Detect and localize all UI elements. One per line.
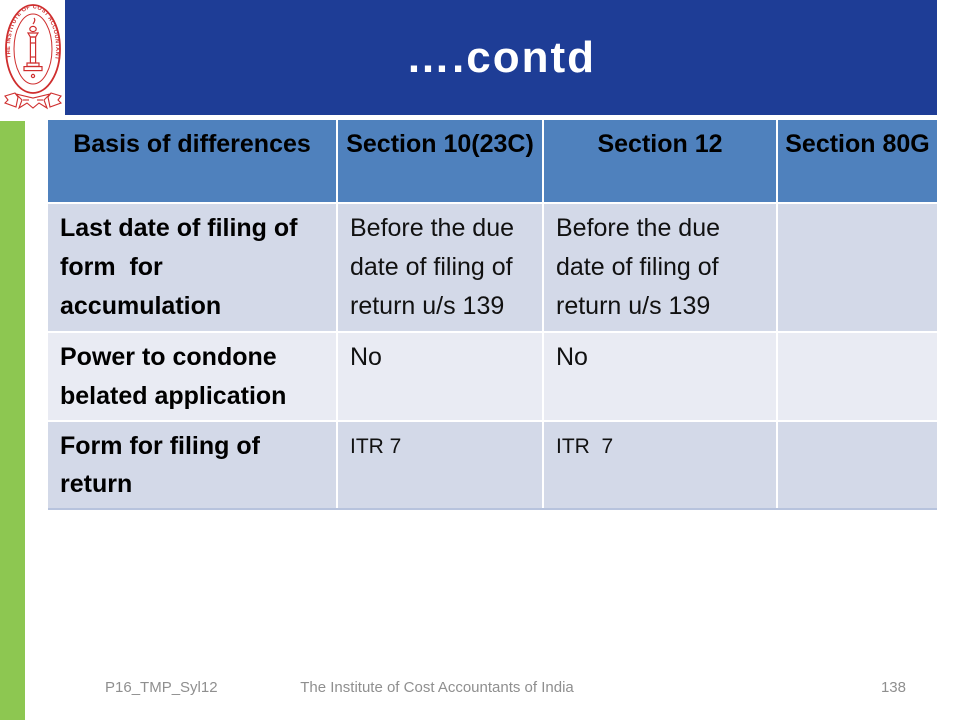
cell-section-12: ITR 7 [542, 419, 778, 510]
cell-section-10-23c: No [336, 331, 544, 422]
institute-emblem-icon: THE INSTITUTE OF COST ACCOUNTANTS OF IND… [3, 2, 62, 110]
cell-basis: Form for filing of return [48, 419, 338, 510]
footer-document-id: P16_TMP_Syl12 [105, 679, 218, 696]
cell-section-80g [776, 419, 937, 510]
column-header-section-80g: Section 80G [776, 120, 937, 204]
table-header-row: Basis of differences Section 10(23C) Sec… [48, 120, 937, 204]
page-number: 138 [880, 679, 906, 696]
cell-section-12: No [542, 331, 778, 422]
cell-section-10-23c: Before the due date of filing of return … [336, 202, 544, 333]
slide-title: ….contd [406, 32, 596, 82]
column-header-section-12: Section 12 [542, 120, 778, 204]
table-row: Form for filing of return ITR 7 ITR 7 [48, 419, 937, 510]
comparison-table: Basis of differences Section 10(23C) Sec… [48, 120, 937, 510]
title-bar: ….contd [65, 0, 937, 115]
table-row: Last date of filing of form for accumula… [48, 202, 937, 333]
cell-section-80g [776, 202, 937, 333]
cell-basis: Last date of filing of form for accumula… [48, 202, 338, 333]
table-row: Power to condone belated application No … [48, 331, 937, 422]
cell-section-80g [776, 331, 937, 422]
cell-section-12: Before the due date of filing of return … [542, 202, 778, 333]
cell-section-10-23c: ITR 7 [336, 419, 544, 510]
column-header-basis: Basis of differences [48, 120, 338, 204]
footer-organization: The Institute of Cost Accountants of Ind… [300, 679, 574, 696]
green-accent-stripe [0, 121, 25, 720]
column-header-section-10-23c: Section 10(23C) [336, 120, 544, 204]
cell-basis: Power to condone belated application [48, 331, 338, 422]
institute-logo: THE INSTITUTE OF COST ACCOUNTANTS OF IND… [0, 0, 65, 118]
